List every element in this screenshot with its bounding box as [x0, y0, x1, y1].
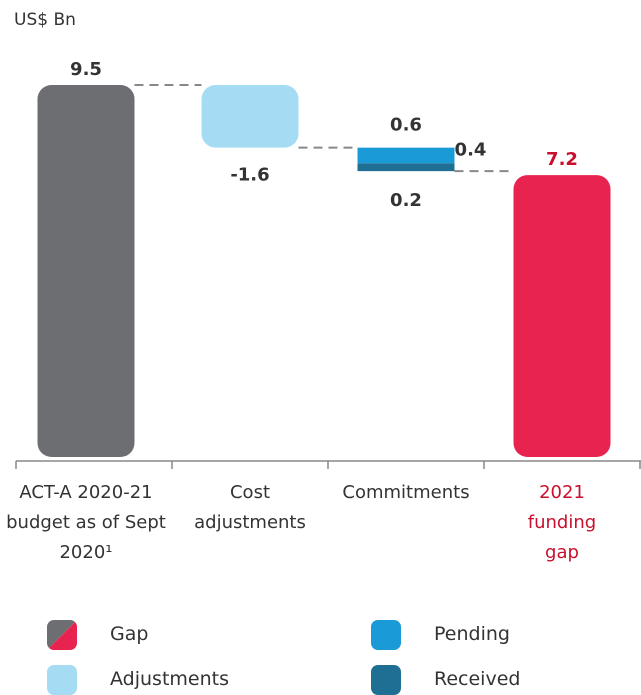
- x-tick-label: Cost adjustments: [194, 482, 306, 533]
- swatch-part: [47, 620, 77, 650]
- value-label: 7.2: [546, 149, 578, 170]
- legend-label: Received: [434, 668, 521, 690]
- x-tick-label: ACT-A 2020-21 budget as of Sept 2020¹: [6, 482, 166, 563]
- value-label: -1.6: [230, 165, 269, 186]
- legend-label: Gap: [110, 623, 149, 645]
- unit-label: US$ Bn: [14, 10, 76, 30]
- legend-swatch: [371, 665, 401, 695]
- legend-swatch: [47, 665, 77, 695]
- value-label: 0.4: [455, 140, 487, 161]
- value-label: 0.2: [390, 190, 422, 211]
- legend-swatch: [47, 620, 77, 650]
- x-tick-label: Commitments: [342, 482, 470, 503]
- bar: [513, 175, 611, 457]
- x-tick-label: 2021 funding gap: [527, 482, 597, 563]
- bar: [357, 147, 455, 164]
- total-label: 0.6: [390, 115, 422, 136]
- legend-label: Pending: [434, 623, 510, 645]
- bar: [201, 85, 299, 148]
- bar: [37, 85, 135, 457]
- legend-label: Adjustments: [110, 668, 229, 690]
- value-label: 9.5: [70, 59, 102, 80]
- bar: [357, 163, 455, 172]
- legend-swatch: [371, 620, 401, 650]
